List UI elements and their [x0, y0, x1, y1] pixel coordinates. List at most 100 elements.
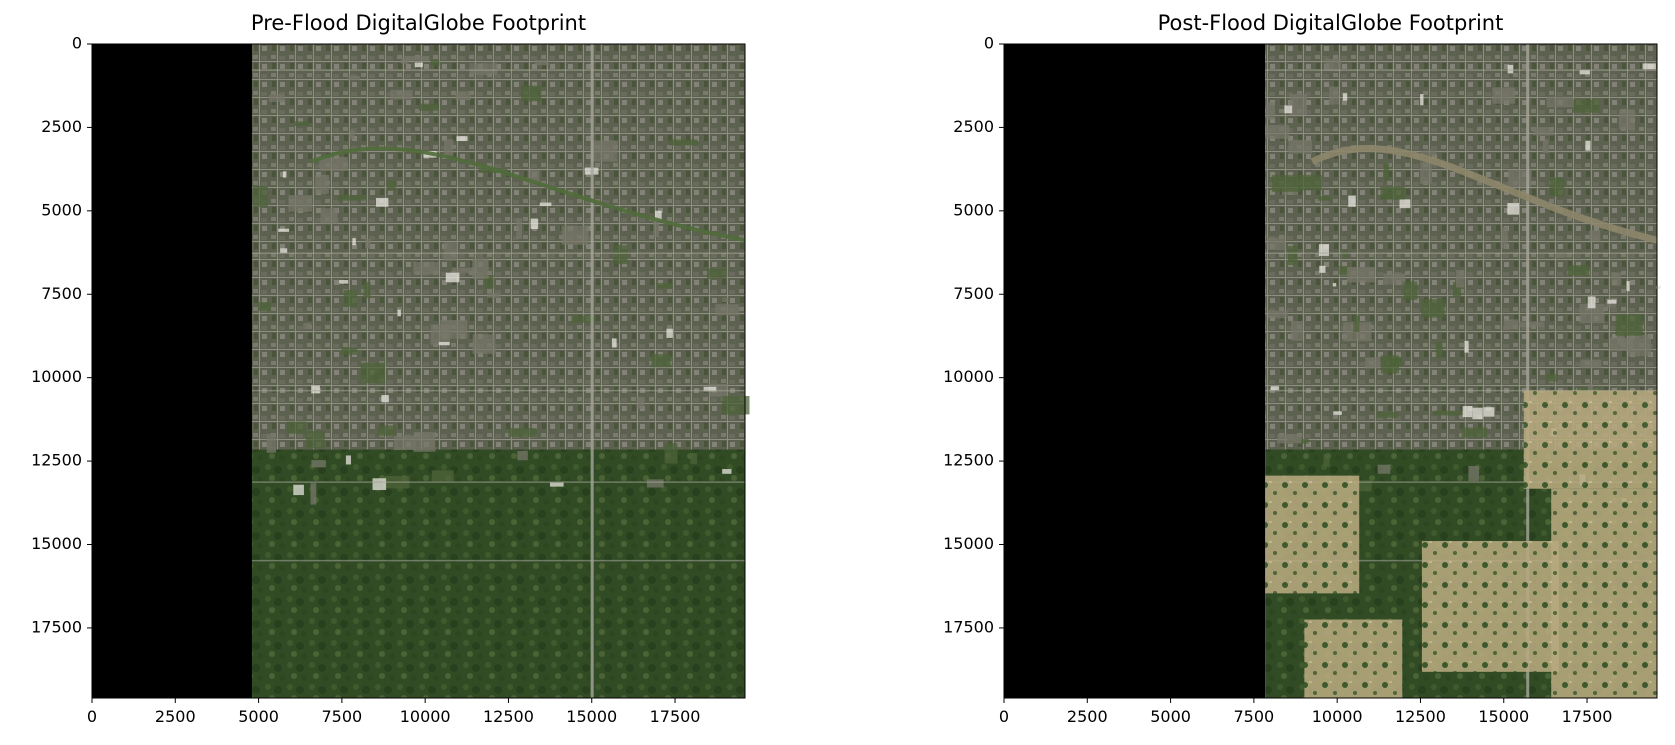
- land-parcel: [393, 435, 415, 451]
- land-parcel: [1347, 267, 1375, 283]
- land-parcel: [401, 58, 409, 64]
- y-tick-label: 0: [72, 34, 82, 53]
- building: [611, 338, 617, 348]
- pre-flood-panel: Pre-Flood DigitalGlobe Footprint 0 2500 500…: [31, 11, 750, 726]
- land-parcel: [651, 354, 671, 368]
- x-tick-label: 12500: [1395, 707, 1446, 726]
- building: [456, 136, 468, 142]
- land-parcel: [1328, 86, 1339, 105]
- land-parcel: [1503, 319, 1519, 330]
- land-parcel: [319, 156, 348, 171]
- y-tick-label: 15000: [31, 534, 82, 553]
- land-parcel: [288, 195, 313, 212]
- building: [1319, 265, 1326, 273]
- land-parcel: [1376, 412, 1399, 418]
- land-parcel: [360, 362, 386, 384]
- land-parcel: [1433, 410, 1463, 416]
- land-parcel: [363, 282, 371, 298]
- land-parcel: [413, 431, 436, 452]
- building: [1318, 244, 1329, 256]
- land-parcel: [721, 396, 750, 415]
- land-parcel: [404, 56, 430, 61]
- axes-frame: [1003, 43, 1658, 699]
- land-parcel: [373, 373, 381, 380]
- land-parcel: [636, 396, 645, 409]
- land-parcel: [419, 103, 439, 111]
- land-parcel: [455, 91, 471, 101]
- x-tick-label: 2500: [1067, 707, 1108, 726]
- building: [280, 248, 288, 253]
- land-parcel: [1317, 196, 1332, 201]
- land-parcel: [1453, 282, 1462, 297]
- land-parcel: [1492, 87, 1516, 104]
- y-tick-label: 7500: [41, 284, 82, 303]
- land-parcel: [1549, 177, 1565, 197]
- building: [1332, 283, 1337, 287]
- x-tick-label: 7500: [1234, 707, 1275, 726]
- x-tick-label: 17500: [650, 707, 701, 726]
- land-parcel: [1266, 101, 1275, 120]
- building: [397, 309, 401, 317]
- building: [345, 455, 351, 465]
- land-parcel: [1267, 237, 1286, 250]
- building: [438, 341, 450, 346]
- land-parcel: [286, 421, 307, 434]
- building: [655, 210, 662, 221]
- land-parcel: [1342, 250, 1349, 259]
- land-parcel: [337, 195, 366, 201]
- land-parcel: [527, 170, 540, 184]
- x-tick-label: 10000: [1312, 707, 1363, 726]
- y-tick-label: 12500: [943, 451, 994, 470]
- land-parcel: [1609, 337, 1634, 351]
- building: [1420, 94, 1424, 106]
- building: [293, 484, 304, 496]
- land-parcel: [310, 483, 317, 505]
- x-tick-label: 0: [87, 707, 97, 726]
- panel-title: Pre-Flood DigitalGlobe Footprint: [251, 11, 586, 35]
- land-parcel: [1611, 272, 1621, 286]
- building: [1333, 411, 1342, 415]
- land-parcel: [348, 76, 360, 81]
- x-tick-label: 15000: [566, 707, 617, 726]
- land-parcel: [452, 267, 478, 273]
- land-parcel: [365, 238, 371, 249]
- land-parcel: [1339, 265, 1350, 275]
- land-parcel: [1461, 427, 1488, 438]
- axes-frame: [91, 43, 746, 699]
- y-tick-label: 5000: [953, 200, 994, 219]
- satellite-image: [1004, 44, 1661, 698]
- building: [703, 386, 717, 392]
- land-parcel: [1587, 383, 1594, 395]
- land-parcel: [320, 208, 338, 224]
- land-parcel: [1542, 139, 1549, 154]
- land-parcel: [341, 347, 358, 355]
- forest-area: [251, 449, 746, 698]
- building: [339, 280, 349, 284]
- building: [1642, 63, 1656, 70]
- land-parcel: [258, 302, 272, 311]
- nodata-black-region: [92, 44, 252, 698]
- building: [1284, 105, 1293, 114]
- land-parcel: [646, 479, 664, 488]
- land-parcel: [1618, 109, 1635, 130]
- land-parcel: [305, 431, 325, 449]
- building: [1342, 93, 1348, 101]
- building: [375, 197, 389, 207]
- y-tick-label: 5000: [41, 200, 82, 219]
- x-tick-label: 2500: [155, 707, 196, 726]
- land-parcel: [1383, 273, 1406, 285]
- y-tick-label: 12500: [31, 451, 82, 470]
- land-parcel: [1580, 359, 1602, 368]
- land-parcel: [431, 470, 454, 482]
- land-parcel: [1288, 139, 1313, 154]
- land-parcel: [440, 319, 468, 339]
- land-parcel: [443, 139, 454, 156]
- land-parcel: [269, 94, 285, 102]
- land-parcel: [349, 130, 355, 140]
- land-parcel: [1380, 355, 1399, 374]
- y-tick-label: 7500: [953, 284, 994, 303]
- building: [530, 218, 539, 229]
- flooded-area: [1551, 488, 1657, 698]
- land-parcel: [266, 433, 277, 453]
- land-parcel: [1468, 465, 1480, 482]
